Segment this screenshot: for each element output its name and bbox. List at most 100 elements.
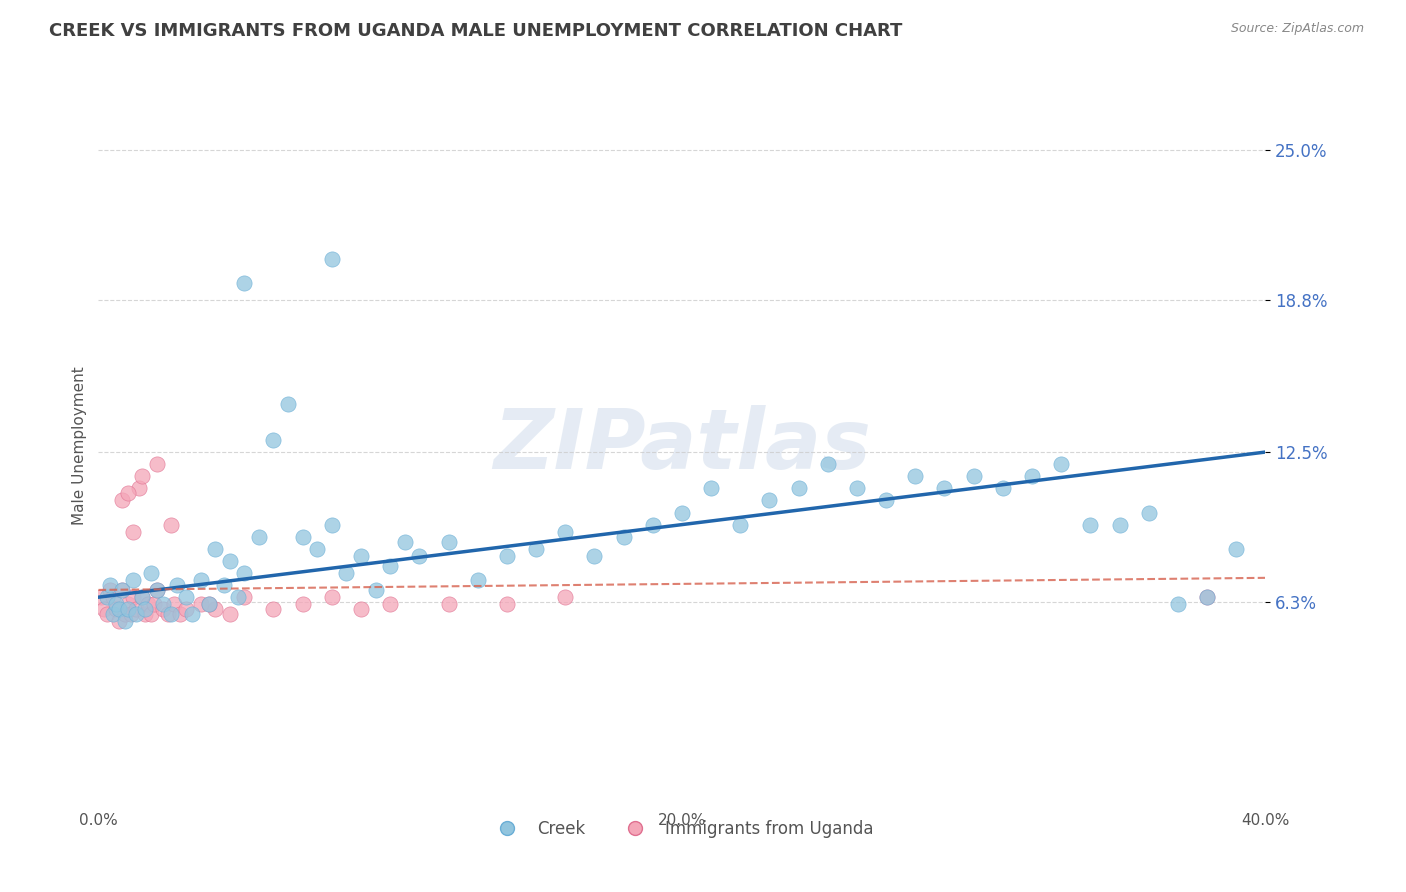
Point (1195, 590, 1218, 604)
Point (262, 433, 284, 447)
Point (364, 582, 387, 597)
Point (134, 607, 156, 621)
Point (114, 615, 136, 629)
Point (307, 541, 329, 556)
Point (117, 602, 139, 616)
Point (228, 590, 250, 604)
Point (817, 457, 839, 471)
Point (291, 530, 314, 544)
Point (136, 598, 159, 612)
Point (142, 598, 165, 612)
Point (321, 252, 343, 266)
Point (174, 590, 197, 604)
Legend: Creek, Immigrants from Uganda: Creek, Immigrants from Uganda (484, 814, 880, 845)
Point (180, 607, 202, 621)
Point (146, 582, 169, 597)
Point (98, 578, 121, 592)
Point (122, 574, 145, 588)
Point (394, 534, 416, 549)
Point (122, 590, 145, 604)
Point (758, 493, 780, 508)
Point (117, 486, 139, 500)
Point (218, 607, 240, 621)
Point (380, 558, 402, 573)
Point (212, 578, 235, 592)
Point (233, 566, 256, 580)
Point (408, 549, 430, 563)
Point (875, 493, 897, 508)
Point (139, 607, 162, 621)
Point (846, 481, 869, 495)
Point (146, 457, 169, 471)
Point (108, 602, 131, 616)
Point (131, 590, 153, 604)
Point (114, 607, 136, 621)
Point (730, 517, 752, 532)
Point (350, 602, 373, 616)
Point (117, 598, 139, 612)
Point (198, 598, 221, 612)
Point (152, 598, 174, 612)
Text: ZIPatlas: ZIPatlas (494, 406, 870, 486)
Point (350, 549, 373, 563)
Point (991, 481, 1014, 495)
Point (204, 541, 226, 556)
Point (101, 590, 124, 604)
Point (233, 590, 256, 604)
Point (139, 566, 162, 580)
Point (1225, 541, 1247, 556)
Point (134, 602, 156, 616)
Point (125, 607, 148, 621)
Point (169, 607, 191, 621)
Point (90, 590, 112, 604)
Point (612, 530, 634, 544)
Point (262, 602, 284, 616)
Point (204, 602, 226, 616)
Point (131, 590, 153, 604)
Point (700, 481, 723, 495)
Point (152, 602, 174, 616)
Point (111, 582, 134, 597)
Point (218, 554, 240, 568)
Point (247, 530, 270, 544)
Point (321, 517, 343, 532)
Point (437, 534, 460, 549)
Point (131, 469, 153, 483)
Point (787, 481, 810, 495)
Point (904, 469, 927, 483)
Point (96, 590, 118, 604)
Point (190, 598, 212, 612)
Point (554, 524, 576, 539)
Point (1137, 506, 1160, 520)
Point (671, 506, 693, 520)
Point (1050, 457, 1073, 471)
Point (190, 574, 212, 588)
Point (166, 578, 188, 592)
Point (1021, 469, 1043, 483)
Point (1195, 590, 1218, 604)
Text: Source: ZipAtlas.com: Source: ZipAtlas.com (1230, 22, 1364, 36)
Point (120, 607, 142, 621)
Point (934, 481, 956, 495)
Point (96, 607, 118, 621)
Point (496, 549, 519, 563)
Point (467, 574, 489, 588)
Text: CREEK VS IMMIGRANTS FROM UGANDA MALE UNEMPLOYMENT CORRELATION CHART: CREEK VS IMMIGRANTS FROM UGANDA MALE UNE… (49, 22, 903, 40)
Point (1080, 517, 1102, 532)
Point (93, 602, 115, 616)
Y-axis label: Male Unemployment: Male Unemployment (72, 367, 87, 525)
Point (524, 541, 547, 556)
Point (380, 598, 402, 612)
Point (108, 615, 131, 629)
Point (157, 607, 180, 621)
Point (128, 481, 150, 495)
Point (111, 493, 134, 508)
Point (104, 598, 127, 612)
Point (233, 276, 256, 290)
Point (163, 598, 186, 612)
Point (496, 598, 519, 612)
Point (277, 397, 299, 411)
Point (1108, 517, 1130, 532)
Point (111, 582, 134, 597)
Point (437, 598, 460, 612)
